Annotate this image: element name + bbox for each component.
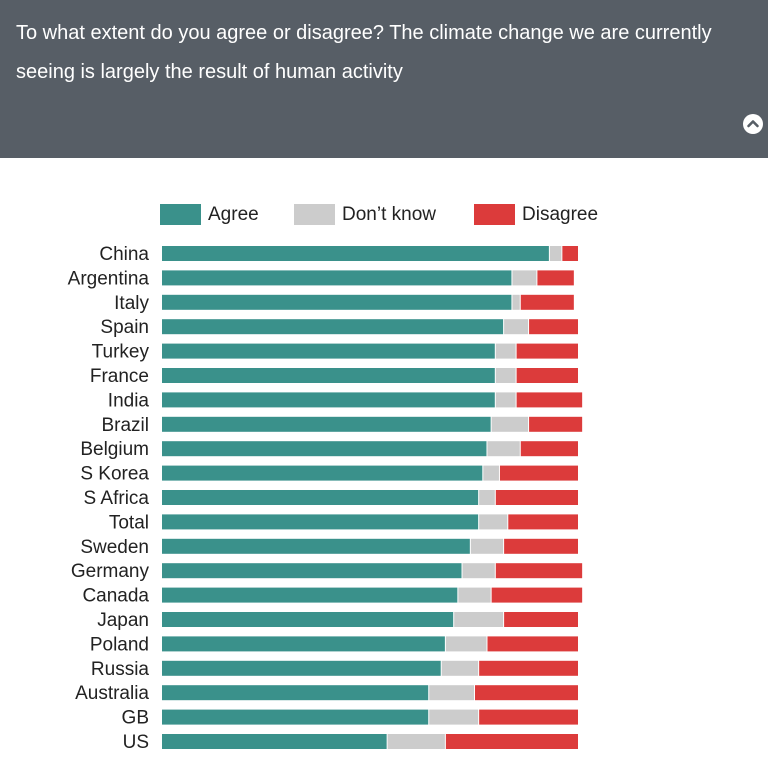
bar-spain-agree <box>162 319 504 335</box>
bar-belgium-don-t-know <box>487 441 520 457</box>
bar-total-don-t-know <box>479 514 508 530</box>
category-label-india: India <box>108 390 150 411</box>
legend-label-dont-know: Don’t know <box>342 204 436 225</box>
bar-belgium-disagree <box>520 441 578 457</box>
category-label-poland: Poland <box>90 634 149 655</box>
bar-s-africa-don-t-know <box>479 490 495 505</box>
bar-turkey-don-t-know <box>495 343 516 359</box>
bar-india-agree <box>162 392 495 408</box>
bar-gb-don-t-know <box>429 709 479 725</box>
category-label-turkey: Turkey <box>92 342 150 363</box>
bar-sweden-disagree <box>504 538 578 554</box>
bar-sweden-agree <box>162 538 470 554</box>
legend-swatch-agree <box>160 204 201 225</box>
bar-italy-don-t-know <box>512 294 520 310</box>
chevron-up-icon <box>747 120 759 128</box>
collapse-button[interactable] <box>743 114 763 134</box>
category-label-gb: GB <box>122 708 149 729</box>
category-label-germany: Germany <box>71 561 150 582</box>
bar-turkey-disagree <box>516 343 578 359</box>
bar-gb-agree <box>162 709 429 725</box>
bar-s-africa-disagree <box>495 490 578 505</box>
bar-brazil-don-t-know <box>491 416 529 432</box>
bar-china-don-t-know <box>549 246 562 261</box>
bar-argentina-disagree <box>537 270 574 286</box>
bar-italy-agree <box>162 294 512 310</box>
bar-canada-disagree <box>491 587 583 603</box>
bar-germany-disagree <box>495 563 583 579</box>
bar-s-korea-agree <box>162 465 483 481</box>
category-label-italy: Italy <box>114 293 149 314</box>
bar-russia-agree <box>162 660 441 676</box>
question-text: To what extent do you agree or disagree?… <box>16 22 712 83</box>
bar-germany-don-t-know <box>462 563 495 579</box>
category-label-sweden: Sweden <box>80 537 149 558</box>
bar-us-agree <box>162 734 387 749</box>
category-label-china: China <box>99 244 149 265</box>
bar-japan-agree <box>162 612 454 627</box>
category-label-australia: Australia <box>75 683 149 704</box>
category-label-russia: Russia <box>91 659 150 680</box>
category-label-brazil: Brazil <box>101 415 149 436</box>
category-label-total: Total <box>109 512 149 533</box>
bar-poland-disagree <box>487 636 578 652</box>
bar-total-agree <box>162 514 479 530</box>
bar-australia-don-t-know <box>429 685 474 701</box>
bar-us-don-t-know <box>387 734 445 749</box>
bar-india-don-t-know <box>495 392 516 408</box>
category-label-spain: Spain <box>100 317 149 338</box>
bar-germany-agree <box>162 563 462 579</box>
bar-india-disagree <box>516 392 583 408</box>
bar-canada-don-t-know <box>458 587 491 603</box>
category-label-s-korea: S Korea <box>80 464 149 485</box>
bar-poland-don-t-know <box>445 636 487 652</box>
category-label-canada: Canada <box>82 586 149 607</box>
bar-s-korea-don-t-know <box>483 465 499 481</box>
category-label-s-africa: S Africa <box>84 488 150 509</box>
bar-canada-agree <box>162 587 458 603</box>
bar-italy-disagree <box>520 294 574 310</box>
bar-france-agree <box>162 368 495 383</box>
bar-brazil-agree <box>162 416 491 432</box>
bar-argentina-don-t-know <box>512 270 537 286</box>
question-header: To what extent do you agree or disagree?… <box>0 0 768 158</box>
bar-japan-don-t-know <box>454 612 504 627</box>
bar-gb-disagree <box>479 709 578 725</box>
bar-spain-disagree <box>529 319 578 335</box>
bar-australia-agree <box>162 685 429 701</box>
bar-russia-don-t-know <box>441 660 479 676</box>
bar-china-disagree <box>562 246 578 261</box>
bar-sweden-don-t-know <box>470 538 504 554</box>
bar-turkey-agree <box>162 343 495 359</box>
bar-china-agree <box>162 246 549 261</box>
bar-japan-disagree <box>504 612 578 627</box>
bar-s-africa-agree <box>162 490 479 505</box>
bar-france-disagree <box>516 368 578 383</box>
bar-total-disagree <box>508 514 578 530</box>
category-label-japan: Japan <box>97 610 149 631</box>
bar-brazil-disagree <box>529 416 583 432</box>
category-label-argentina: Argentina <box>68 268 150 289</box>
category-label-us: US <box>123 732 149 753</box>
bar-spain-don-t-know <box>504 319 529 335</box>
bar-argentina-agree <box>162 270 512 286</box>
category-label-belgium: Belgium <box>80 439 149 460</box>
bar-s-korea-disagree <box>499 465 578 481</box>
legend-swatch-dont-know <box>294 204 335 225</box>
bar-poland-agree <box>162 636 445 652</box>
legend-swatch-disagree <box>474 204 515 225</box>
bar-france-don-t-know <box>495 368 516 383</box>
bar-russia-disagree <box>479 660 578 676</box>
bar-belgium-agree <box>162 441 487 457</box>
legend-label-agree: Agree <box>208 204 259 225</box>
legend-label-disagree: Disagree <box>522 204 599 225</box>
category-label-france: France <box>90 366 149 387</box>
bar-us-disagree <box>445 734 578 749</box>
bar-australia-disagree <box>475 685 578 701</box>
